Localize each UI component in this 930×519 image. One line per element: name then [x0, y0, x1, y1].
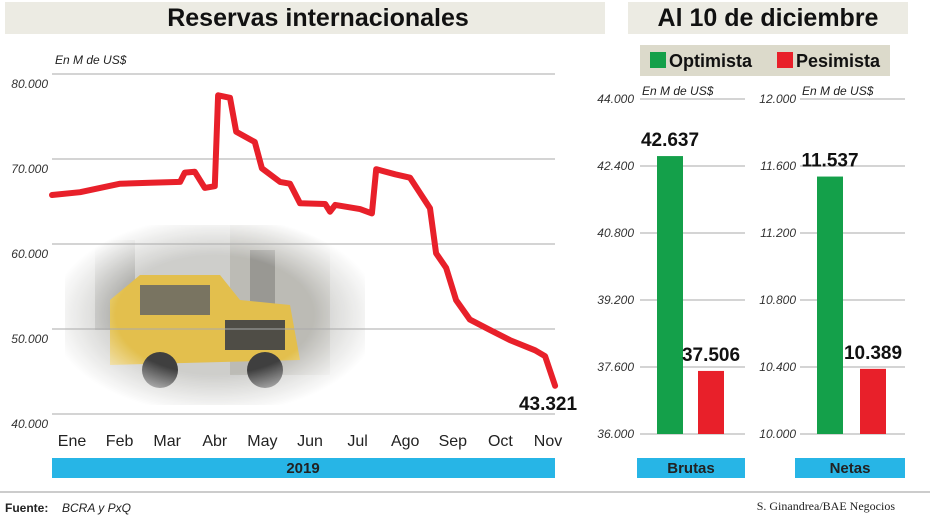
netas-unit-label: En M de US$	[802, 84, 874, 98]
armored-truck-photo	[65, 225, 365, 405]
x-tick-label: Sep	[439, 433, 468, 450]
bar-chart-title: Al 10 de diciembre	[658, 4, 879, 32]
netas-y-tick-label: 10.400	[759, 360, 796, 374]
y-tick-label: 60.000	[11, 247, 48, 261]
brutas-y-tick-label: 39.200	[597, 293, 634, 307]
brutas-value-label: 42.637	[641, 130, 699, 151]
netas-y-tick-label: 12.000	[759, 92, 796, 106]
netas-y-tick-label: 10.800	[759, 293, 796, 307]
netas-label: Netas	[830, 460, 871, 477]
brutas-label: Brutas	[667, 460, 715, 477]
y-tick-label: 40.000	[11, 417, 48, 431]
legend: Optimista Pesimista	[640, 45, 890, 76]
brutas-value-label: 37.506	[682, 345, 740, 366]
title-background	[5, 2, 605, 34]
line-chart-title: Reservas internacionales	[167, 4, 469, 32]
netas-bar-pesimista	[860, 368, 886, 434]
x-tick-label: Jun	[297, 433, 323, 450]
brutas-unit-label: En M de US$	[642, 84, 714, 98]
brutas-y-tick-label: 42.400	[597, 159, 634, 173]
brutas-y-tick-label: 44.000	[597, 92, 634, 106]
brutas-y-tick-label: 36.000	[597, 427, 634, 441]
credit-text: S. Ginandrea/BAE Negocios	[757, 499, 896, 513]
brutas-y-tick-label: 40.800	[597, 226, 634, 240]
last-value-label: 43.321	[519, 394, 578, 415]
brutas-bar-pesimista	[698, 370, 724, 434]
x-tick-label: Abr	[202, 433, 228, 450]
source-label: Fuente:	[5, 501, 48, 515]
y-tick-label: 70.000	[11, 162, 48, 176]
y-tick-label: 50.000	[11, 332, 48, 346]
netas-value-label: 10.389	[844, 343, 902, 364]
netas-band	[795, 458, 905, 478]
netas-y-tick-label: 11.200	[760, 226, 796, 240]
legend-label-pesimista: Pesimista	[796, 51, 881, 71]
netas-y-tick-label: 10.000	[759, 427, 796, 441]
x-tick-label: Feb	[106, 433, 134, 450]
legend-swatch-optimista	[650, 52, 666, 68]
netas-y-tick-label: 11.600	[760, 159, 796, 173]
title-background-right	[628, 2, 908, 34]
year-band	[52, 458, 555, 478]
legend-label-optimista: Optimista	[669, 51, 753, 71]
source-text: BCRA y PxQ	[62, 501, 131, 515]
year-label: 2019	[286, 460, 319, 477]
x-tick-label: May	[247, 433, 277, 450]
netas-value-label: 11.537	[801, 151, 858, 172]
x-tick-label: Ene	[58, 433, 87, 450]
brutas-y-tick-label: 37.600	[597, 360, 634, 374]
y-tick-label: 80.000	[11, 77, 48, 91]
reserves-line	[49, 92, 559, 389]
x-tick-label: Jul	[347, 433, 367, 450]
legend-swatch-pesimista	[777, 52, 793, 68]
line-unit-label: En M de US$	[55, 53, 127, 67]
brutas-band	[637, 458, 745, 478]
x-tick-label: Oct	[488, 433, 513, 450]
x-tick-label: Nov	[534, 433, 562, 450]
netas-bar-optimista	[817, 176, 843, 435]
x-tick-label: Ago	[391, 433, 420, 450]
x-tick-label: Mar	[153, 433, 181, 450]
brutas-bar-optimista	[657, 156, 683, 434]
